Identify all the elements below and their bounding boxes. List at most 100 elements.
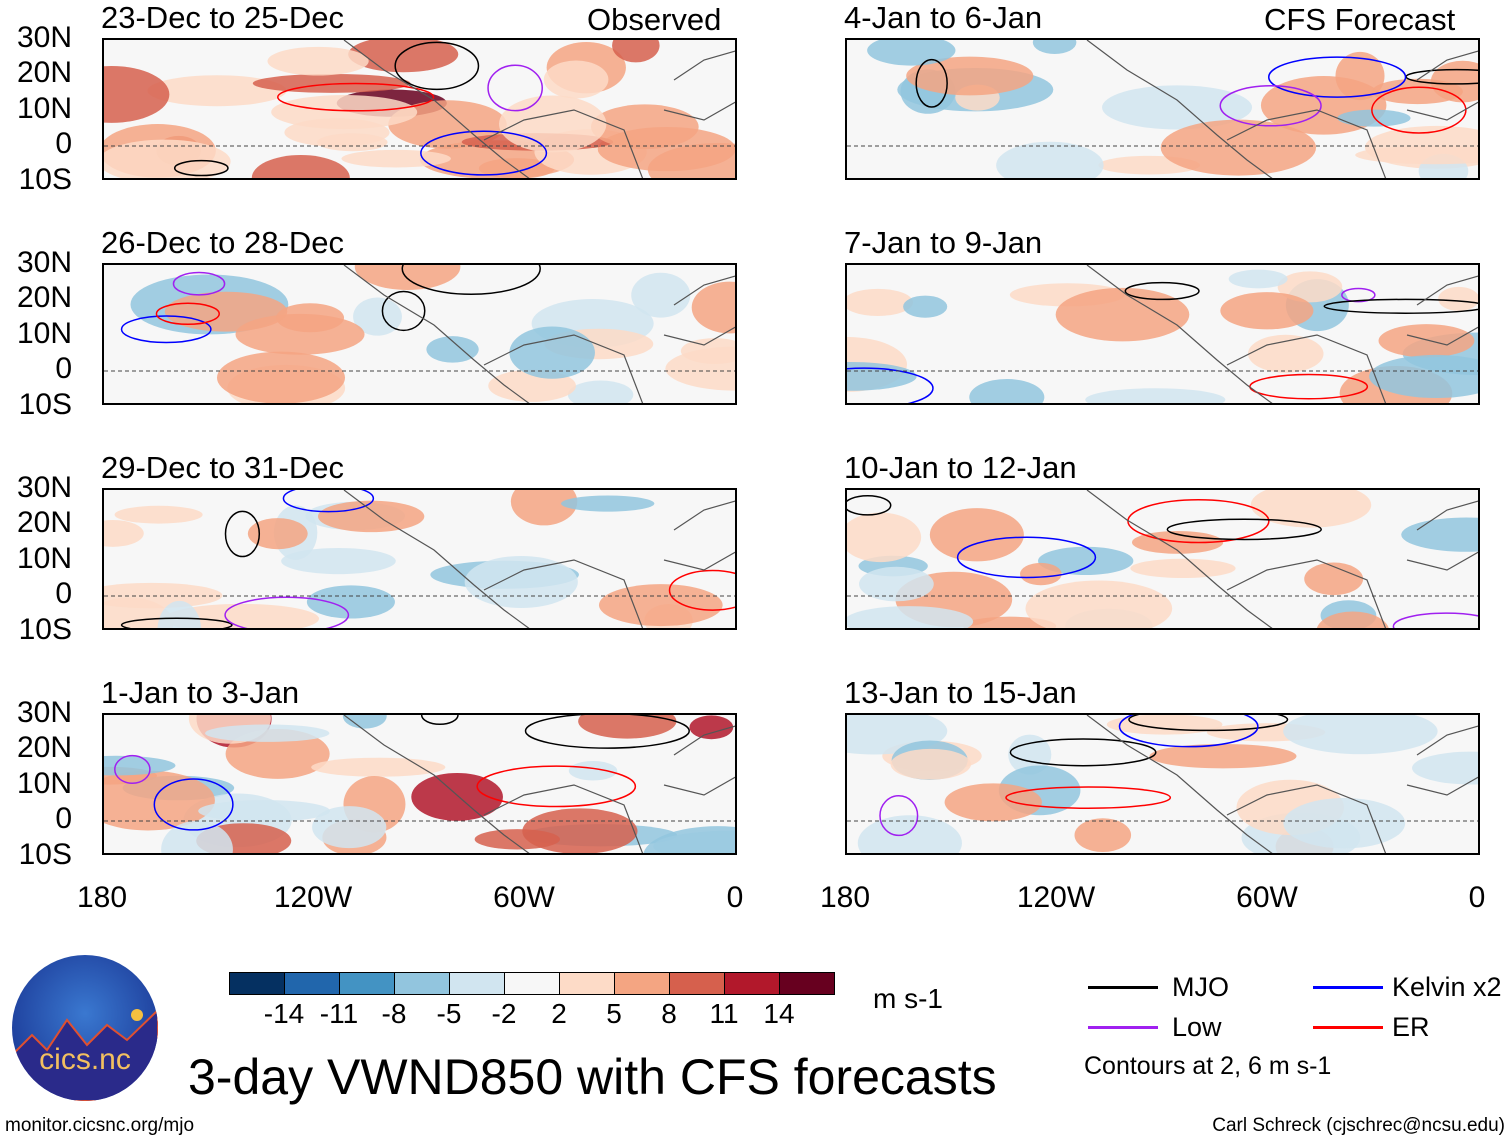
wind-anomaly-shading	[247, 518, 308, 550]
colorbar-tick: 5	[606, 998, 622, 1029]
wave-contour	[1267, 56, 1407, 98]
lat-label: 10S	[18, 838, 72, 871]
forecast-label: CFS Forecast	[1264, 2, 1456, 37]
wind-anomaly-shading	[847, 606, 974, 628]
lat-label: 0	[55, 802, 72, 835]
wave-contour	[487, 64, 543, 112]
wind-anomaly-shading	[474, 829, 560, 850]
lon-label: 120W	[1016, 881, 1096, 914]
wind-anomaly-shading	[612, 40, 660, 63]
wind-anomaly-shading	[903, 295, 948, 318]
wave-contour	[1124, 281, 1200, 301]
wind-anomaly-shading	[1412, 751, 1478, 785]
wind-anomaly-shading	[1085, 388, 1226, 403]
wind-anomaly-shading	[578, 715, 677, 739]
wind-anomaly-shading	[847, 512, 922, 563]
wind-anomaly-shading	[1008, 734, 1052, 775]
wind-anomaly-shading	[631, 272, 691, 318]
wind-anomaly-shading	[1074, 818, 1132, 853]
wind-anomaly-shading	[1277, 271, 1343, 303]
lat-label: 10N	[16, 92, 72, 125]
panel-title: 29-Dec to 31-Dec	[101, 450, 344, 485]
wave-contour	[1005, 786, 1172, 810]
wind-anomaly-shading	[1130, 558, 1236, 579]
lon-label: 60W	[493, 881, 555, 914]
wind-anomaly-shading	[276, 303, 345, 333]
wind-anomaly-shading	[1438, 286, 1478, 311]
lon-label: 0	[1468, 881, 1486, 914]
wind-anomaly-shading	[1335, 51, 1385, 101]
wind-anomaly-shading	[859, 566, 934, 602]
wave-contour	[1166, 518, 1322, 541]
lat-label: 20N	[16, 506, 72, 539]
wind-anomaly-shading	[114, 505, 203, 524]
wave-contour	[879, 795, 919, 837]
wind-anomaly-shading	[317, 133, 388, 152]
wind-anomaly-shading	[354, 265, 461, 290]
wind-anomaly-shading	[104, 139, 231, 178]
lon-label: 60W	[1236, 881, 1298, 914]
colorbar-tick: 8	[661, 998, 677, 1029]
lat-label: 30N	[16, 246, 72, 279]
colorbar-tick: 2	[551, 998, 567, 1029]
wind-anomaly-shading	[847, 288, 914, 317]
coastline	[343, 40, 735, 178]
wind-anomaly-shading	[1220, 292, 1314, 330]
map-panel	[845, 263, 1480, 405]
lat-label: 10S	[18, 163, 72, 196]
panel-title: 7-Jan to 9-Jan	[844, 225, 1043, 260]
legend-kelvin: Kelvin x2	[1392, 972, 1502, 1002]
colorbar-tick: 14	[763, 998, 795, 1029]
colorbar-tick: -2	[491, 998, 517, 1029]
coastline	[1086, 490, 1478, 628]
figure-title: 3-day VWND850 with CFS forecasts	[188, 1049, 997, 1105]
lat-label: 30N	[16, 696, 72, 729]
wind-anomaly-shading	[567, 380, 634, 403]
wind-anomaly-shading	[543, 60, 609, 99]
colorbar-tick: -5	[436, 998, 462, 1029]
wave-contour	[114, 754, 151, 784]
colorbar-swatch	[724, 972, 780, 995]
wind-anomaly-shading	[847, 361, 917, 391]
wind-anomaly-shading	[464, 555, 578, 609]
wind-anomaly-shading	[890, 748, 971, 780]
wind-anomaly-shading	[499, 95, 607, 153]
lat-label: 10N	[16, 767, 72, 800]
colorbar-swatch	[779, 972, 835, 995]
wave-contour	[524, 715, 690, 749]
colorbar-swatch	[614, 972, 670, 995]
wind-anomaly-shading	[388, 100, 507, 149]
wave-contour	[172, 271, 226, 296]
colorbar-swatch	[284, 972, 340, 995]
wind-anomaly-shading	[104, 770, 215, 831]
wind-anomaly-shading	[1316, 611, 1389, 628]
lat-label: 0	[55, 352, 72, 385]
wind-anomaly-shading	[1247, 334, 1324, 373]
wind-anomaly-shading	[104, 66, 170, 123]
wave-contour	[1118, 715, 1259, 748]
wind-anomaly-shading	[198, 800, 331, 822]
colorbar-tick: 11	[709, 998, 739, 1029]
coastline	[343, 265, 735, 403]
wind-anomaly-shading	[1369, 354, 1478, 398]
wave-contour	[1323, 298, 1478, 314]
wind-anomaly-shading	[944, 783, 1042, 822]
colorbar-swatch	[394, 972, 450, 995]
wind-anomaly-shading	[509, 326, 595, 379]
legend-line-kelvin	[1313, 986, 1383, 989]
wave-contour	[173, 159, 229, 177]
colorbar-swatch	[504, 972, 560, 995]
panel-title: 23-Dec to 25-Dec	[101, 0, 344, 35]
cics-logo: cics.nc	[12, 955, 158, 1101]
colorbar-swatch	[559, 972, 615, 995]
wind-anomaly-shading	[306, 585, 395, 619]
lon-label: 120W	[273, 881, 353, 914]
legend-line-er	[1313, 1026, 1383, 1029]
wave-contour	[394, 41, 480, 91]
wind-anomaly-shading	[1250, 490, 1372, 528]
lat-label: 10N	[16, 317, 72, 350]
wave-contour	[224, 596, 350, 628]
wind-anomaly-shading	[164, 291, 288, 332]
wind-anomaly-shading	[1228, 269, 1288, 289]
wave-contour	[1371, 86, 1467, 134]
